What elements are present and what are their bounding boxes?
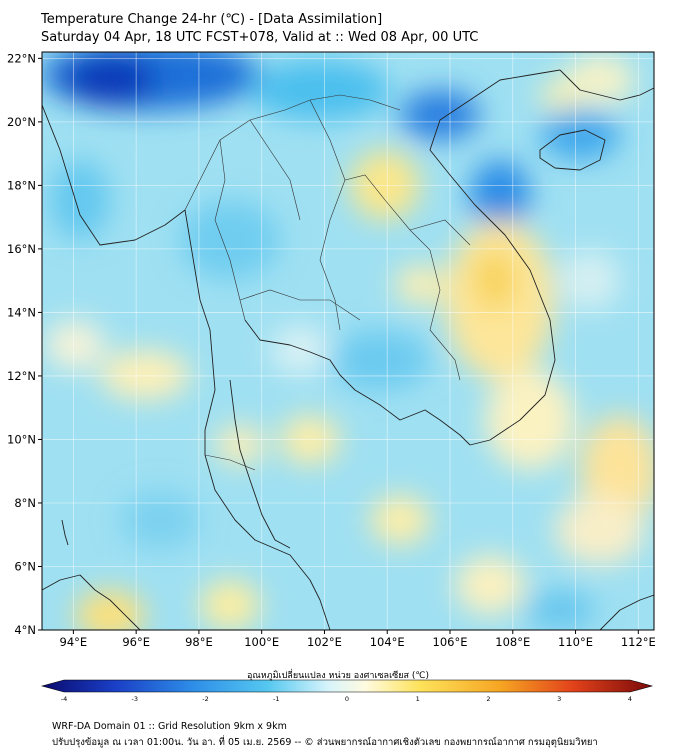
colorbar-tick-label: -4 (61, 695, 67, 703)
country-borders (184, 94, 471, 471)
colorbar-tick-label: 4 (628, 695, 632, 703)
footer-resolution: WRF-DA Domain 01 :: Grid Resolution 9km … (52, 721, 287, 732)
gulf-of-thailand-coast (244, 319, 471, 446)
vietnam-coastline (429, 69, 561, 446)
lat-tick-label: 10°N (7, 432, 36, 446)
lon-tick-label: 102°E (307, 635, 342, 649)
borneo-coast (599, 594, 654, 630)
longitude-tick-labels: 94°E 96°E 98°E 100°E 102°E 104°E 106°E 108°E 110… (60, 630, 656, 649)
map-title: Temperature Change 24-hr (℃) - [Data Ass… (41, 12, 383, 27)
temperature-field (42, 52, 654, 630)
lat-tick-label: 22°N (7, 51, 36, 65)
colorbar-tick-label: 3 (557, 695, 561, 703)
andaman-islands (61, 519, 69, 546)
colorbar: -4 -3 -2 -1 0 1 2 3 4 (40, 679, 654, 703)
lat-tick-label: 6°N (14, 559, 36, 573)
map-subtitle: Saturday 04 Apr, 18 UTC FCST+078, Valid … (41, 30, 479, 45)
lat-tick-label: 12°N (7, 369, 36, 383)
lat-tick-label: 8°N (14, 496, 36, 510)
indochina-coastline (42, 104, 331, 630)
lat-tick-label: 18°N (7, 178, 36, 192)
colorbar-label: อุณหภูมิเปลี่ยนแปลง หน่วย องศาเซลเซียส (… (246, 671, 430, 681)
colorbar-scale (40, 679, 654, 693)
map-frame (41, 51, 655, 631)
sumatra-coast (42, 574, 141, 630)
footer-credit: ปรับปรุงข้อมูล ณ เวลา 01:00น. วัน อา. ที… (52, 737, 598, 748)
lon-tick-label: 98°E (185, 635, 213, 649)
latitude-tick-labels: 4°N 6°N 8°N 10°N 12°N 14°N 16°N 18°N 20°N 22°N (7, 51, 42, 637)
colorbar-tick-label: -1 (273, 695, 279, 703)
lat-tick-label: 20°N (7, 115, 36, 129)
colorbar-tick-label: 1 (416, 695, 420, 703)
lon-tick-label: 96°E (122, 635, 150, 649)
hainan-island (539, 129, 606, 171)
lon-tick-label: 104°E (370, 635, 405, 649)
lat-tick-label: 4°N (14, 623, 36, 637)
lon-tick-label: 110°E (558, 635, 593, 649)
lat-tick-label: 16°N (7, 242, 36, 256)
malay-peninsula-east-coast (229, 379, 291, 549)
colorbar-tick-labels: -4 -3 -2 -1 0 1 2 3 4 (61, 695, 632, 703)
colorbar-tick-label: -3 (132, 695, 138, 703)
colorbar-tick-label: -2 (202, 695, 208, 703)
colorbar-tick-label: 0 (345, 695, 349, 703)
lon-tick-label: 112°E (621, 635, 656, 649)
lon-tick-label: 100°E (244, 635, 279, 649)
colorbar-tick-label: 2 (486, 695, 490, 703)
lat-tick-label: 14°N (7, 305, 36, 319)
map-gridlines (42, 52, 654, 630)
coastlines (42, 69, 654, 630)
lon-tick-label: 94°E (60, 635, 88, 649)
lon-tick-label: 108°E (495, 635, 530, 649)
lon-tick-label: 106°E (433, 635, 468, 649)
china-coastline (559, 69, 654, 101)
